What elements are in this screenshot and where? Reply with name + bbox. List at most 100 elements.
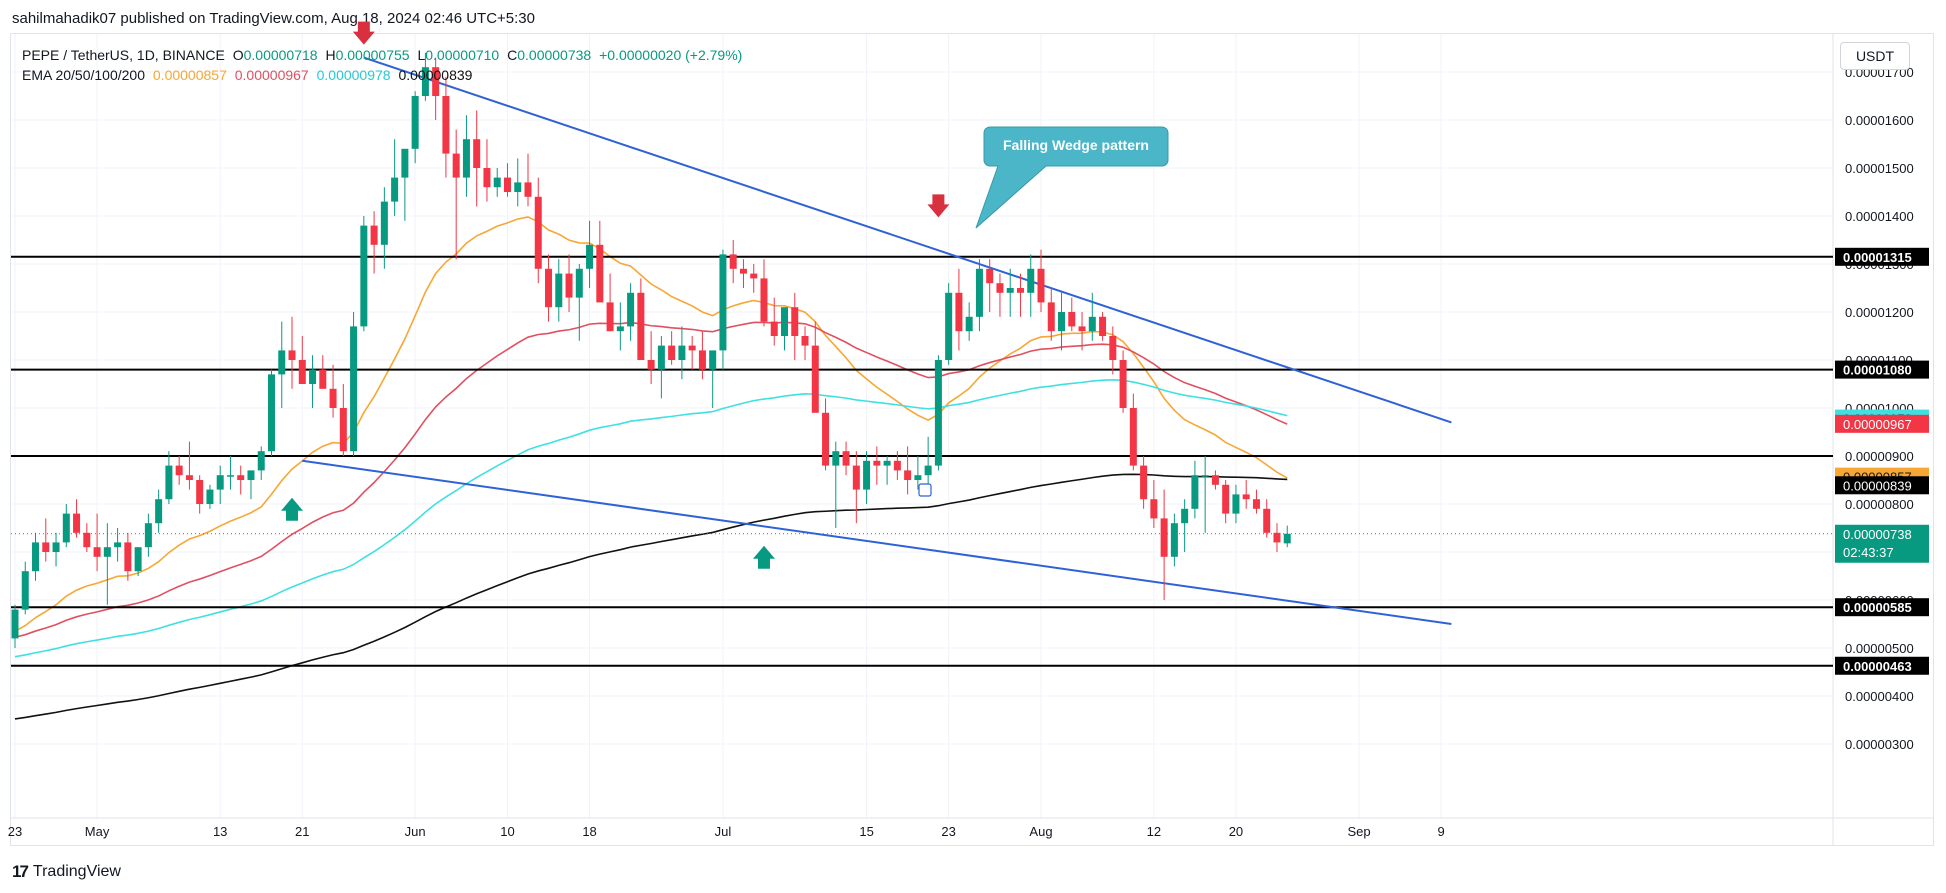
- candle-body[interactable]: [1273, 532, 1281, 543]
- candle-body[interactable]: [832, 451, 840, 466]
- candle-body[interactable]: [1252, 499, 1260, 509]
- candle-body[interactable]: [206, 489, 214, 504]
- candle-body[interactable]: [514, 182, 522, 192]
- trendline[interactable]: [302, 459, 1452, 625]
- candle-body[interactable]: [647, 360, 655, 370]
- candle-body[interactable]: [904, 470, 912, 480]
- candle-body[interactable]: [268, 374, 275, 452]
- candle-body[interactable]: [1263, 508, 1271, 533]
- candle-body[interactable]: [596, 244, 604, 303]
- candle-body[interactable]: [678, 345, 686, 360]
- candle-body[interactable]: [586, 244, 594, 269]
- candle-body[interactable]: [996, 283, 1004, 293]
- candle-body[interactable]: [791, 307, 799, 336]
- candle-body[interactable]: [21, 571, 29, 610]
- candle-body[interactable]: [1099, 316, 1107, 336]
- candle-body[interactable]: [391, 177, 399, 202]
- candle-body[interactable]: [1150, 499, 1158, 519]
- candle-body[interactable]: [811, 345, 819, 413]
- candle-body[interactable]: [226, 475, 234, 477]
- candle-body[interactable]: [637, 292, 645, 360]
- candle-body[interactable]: [934, 360, 942, 466]
- candle-body[interactable]: [760, 278, 768, 322]
- candle-body[interactable]: [103, 547, 111, 557]
- candle-body[interactable]: [945, 292, 953, 360]
- candle-body[interactable]: [1191, 475, 1199, 509]
- candle-body[interactable]: [1016, 288, 1024, 293]
- candle-body[interactable]: [975, 268, 983, 317]
- candle-body[interactable]: [1088, 316, 1096, 332]
- candle-body[interactable]: [473, 139, 481, 168]
- candle-body[interactable]: [124, 542, 132, 572]
- candle-body[interactable]: [1037, 268, 1045, 303]
- candle-body[interactable]: [709, 350, 717, 370]
- candle-body[interactable]: [196, 480, 204, 504]
- candle-body[interactable]: [185, 475, 193, 480]
- candle-body[interactable]: [1222, 484, 1230, 514]
- candle-body[interactable]: [298, 360, 306, 384]
- candle-body[interactable]: [822, 412, 830, 466]
- candle-body[interactable]: [144, 523, 152, 548]
- candle-body[interactable]: [1242, 494, 1250, 500]
- candle-body[interactable]: [852, 465, 860, 490]
- candle-body[interactable]: [1078, 326, 1086, 332]
- candle-body[interactable]: [370, 225, 378, 245]
- candle-body[interactable]: [698, 350, 706, 370]
- candle-body[interactable]: [452, 153, 460, 178]
- candle-body[interactable]: [83, 532, 91, 548]
- candle-body[interactable]: [462, 139, 470, 178]
- candle-body[interactable]: [739, 268, 747, 274]
- candle-body[interactable]: [42, 542, 50, 552]
- candle-body[interactable]: [432, 67, 440, 96]
- candle-body[interactable]: [483, 168, 491, 188]
- candle-body[interactable]: [965, 316, 973, 332]
- candle-body[interactable]: [1232, 494, 1240, 514]
- candle-body[interactable]: [11, 609, 19, 639]
- candle-body[interactable]: [534, 196, 542, 269]
- candle-body[interactable]: [616, 326, 624, 332]
- candle-body[interactable]: [688, 345, 696, 351]
- currency-button[interactable]: USDT: [1840, 42, 1910, 70]
- candle-body[interactable]: [863, 460, 871, 490]
- candle-body[interactable]: [278, 350, 286, 375]
- candle-body[interactable]: [1129, 408, 1137, 466]
- candle-body[interactable]: [781, 307, 788, 336]
- candle-body[interactable]: [1181, 508, 1189, 524]
- candle-body[interactable]: [606, 302, 614, 332]
- trendline[interactable]: [363, 56, 1452, 424]
- candle-body[interactable]: [32, 542, 40, 572]
- candle-body[interactable]: [575, 268, 583, 298]
- candle-body[interactable]: [883, 460, 891, 466]
- candle-body[interactable]: [350, 326, 358, 452]
- candle-body[interactable]: [421, 67, 429, 96]
- candle-body[interactable]: [565, 273, 573, 298]
- candle-body[interactable]: [1058, 312, 1066, 332]
- candle-body[interactable]: [893, 460, 901, 471]
- candle-body[interactable]: [73, 513, 81, 533]
- candle-body[interactable]: [1170, 523, 1178, 557]
- candle-body[interactable]: [1068, 312, 1076, 327]
- candle-body[interactable]: [380, 201, 388, 245]
- candle-body[interactable]: [442, 96, 450, 154]
- candle-body[interactable]: [247, 470, 255, 480]
- candle-body[interactable]: [1283, 533, 1291, 544]
- candle-body[interactable]: [411, 96, 419, 149]
- candle-body[interactable]: [1027, 268, 1035, 293]
- candle-body[interactable]: [1109, 336, 1117, 360]
- candle-body[interactable]: [1140, 465, 1148, 500]
- candle-body[interactable]: [216, 475, 224, 490]
- candle-body[interactable]: [873, 460, 881, 466]
- candle-body[interactable]: [668, 345, 676, 360]
- candle-body[interactable]: [657, 345, 665, 370]
- candle-body[interactable]: [493, 177, 501, 188]
- candle-body[interactable]: [555, 273, 563, 308]
- candle-body[interactable]: [319, 369, 327, 389]
- candle-body[interactable]: [155, 499, 163, 524]
- candle-body[interactable]: [770, 321, 778, 336]
- callout-box[interactable]: [975, 126, 1169, 229]
- candle-body[interactable]: [524, 182, 532, 197]
- candle-body[interactable]: [750, 273, 758, 279]
- candle-body[interactable]: [175, 465, 183, 476]
- candle-body[interactable]: [114, 542, 122, 548]
- candle-body[interactable]: [257, 451, 265, 471]
